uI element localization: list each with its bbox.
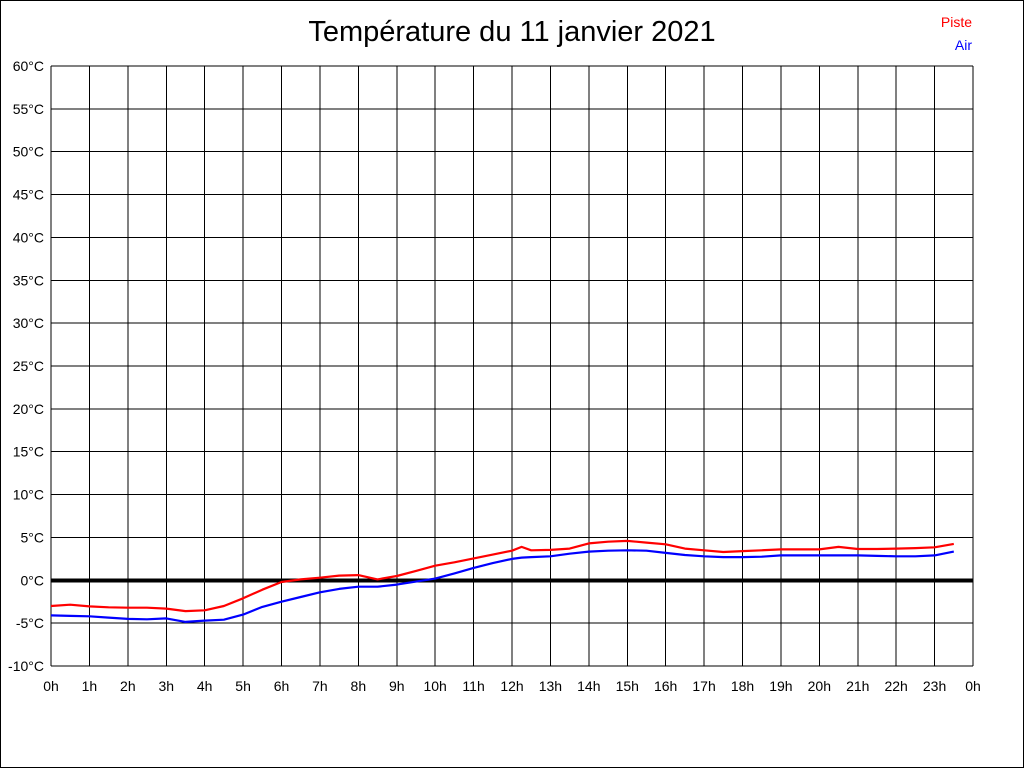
legend-item-air: Air [954,37,972,53]
legend-item-piste: Piste [940,14,972,30]
x-axis-tick-label: 1h [82,678,98,694]
x-axis-tick-label: 12h [500,678,523,694]
y-axis-tick-label: 15°C [13,444,44,460]
x-axis-tick-label: 21h [846,678,869,694]
x-axis-tick-label: 4h [197,678,213,694]
x-axis-tick-label: 23h [923,678,946,694]
x-axis-tick-label: 13h [539,678,562,694]
y-axis-tick-label: 10°C [13,487,44,503]
x-axis-tick-label: 18h [731,678,754,694]
x-axis-tick-label: 10h [423,678,446,694]
y-axis-tick-label: 35°C [13,272,44,288]
x-axis-tick-label: 11h [462,678,484,694]
chart-title: Température du 11 janvier 2021 [308,16,716,48]
y-axis-tick-label: 25°C [13,358,44,374]
x-axis-tick-label: 9h [389,678,405,694]
y-axis-tick-label: 50°C [13,144,44,160]
x-axis-tick-label: 19h [769,678,792,694]
legend: Piste Air [941,11,972,57]
x-axis-tick-label: 20h [808,678,831,694]
x-axis-tick-label: 7h [312,678,328,694]
x-axis-tick-label: 14h [577,678,600,694]
x-axis-tick-label: 6h [274,678,290,694]
x-axis-tick-label: 2h [120,678,136,694]
x-axis-tick-label: 0h [43,678,59,694]
x-axis-tick-label: 17h [692,678,715,694]
x-axis-tick-label: 5h [235,678,251,694]
y-axis-tick-label: 30°C [13,315,44,331]
y-axis-tick-label: 20°C [13,401,44,417]
y-axis-tick-label: 55°C [13,101,44,117]
y-axis-tick-label: 45°C [13,187,44,203]
series-line-air [50,549,955,624]
x-axis-tick-label: 3h [158,678,174,694]
x-axis-tick-label: 8h [351,678,367,694]
y-axis-tick-label: -5°C [16,615,44,631]
x-axis-tick-label: 0h [965,678,981,694]
y-axis-tick-label: 60°C [13,58,44,74]
y-axis-tick-label: 5°C [21,529,45,545]
x-axis-tick-label: 22h [884,678,907,694]
y-axis-tick-label: 0°C [21,572,45,588]
y-axis-tick-label: -10°C [8,658,44,674]
x-axis-tick-label: 16h [654,678,677,694]
x-axis-tick-label: 15h [616,678,639,694]
series-line-piste [50,539,954,613]
y-axis-tick-label: 40°C [13,229,44,245]
